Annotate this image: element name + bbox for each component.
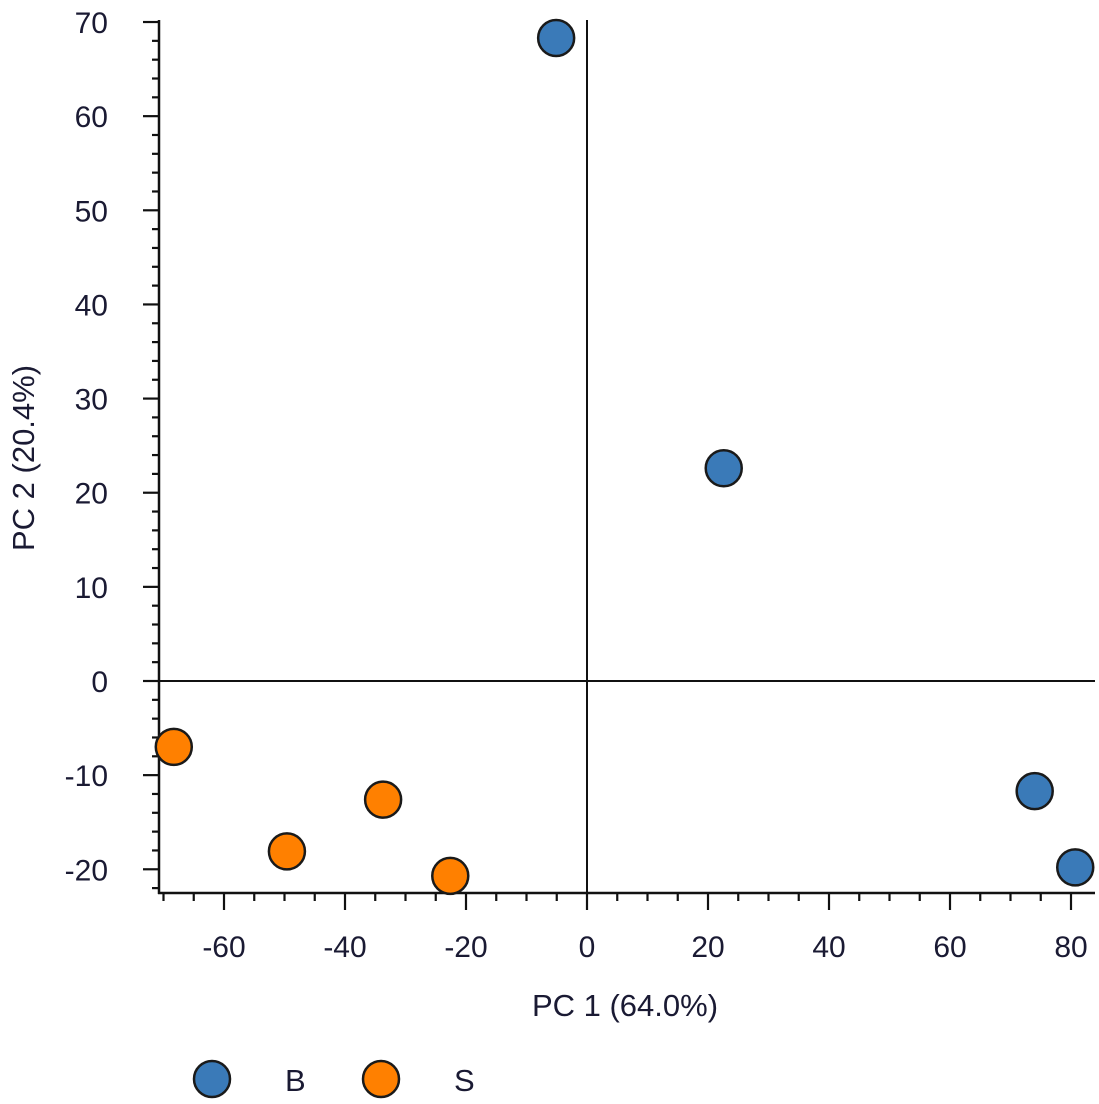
data-point-b (1055, 848, 1095, 887)
x-tick-label: 20 (691, 931, 724, 964)
legend-label-b: B (285, 1063, 306, 1098)
x-axis-title: PC 1 (64.0%) (532, 988, 718, 1023)
data-point-b (536, 18, 576, 58)
y-tick-label: 30 (75, 384, 108, 417)
data-point-b (1015, 771, 1054, 811)
y-tick-label: 60 (75, 101, 108, 134)
data-point-s (154, 727, 194, 767)
y-tick-label: 20 (75, 478, 108, 511)
legend-marker-s (361, 1059, 401, 1099)
x-tick-label: 60 (933, 931, 966, 964)
data-points (154, 18, 1095, 896)
data-point-b (704, 448, 743, 488)
legend-marker-b (192, 1059, 232, 1099)
legend-label-s: S (454, 1063, 475, 1098)
data-point-s (363, 780, 403, 819)
y-tick-label: 10 (75, 572, 108, 605)
x-tick-label: 80 (1054, 931, 1087, 964)
y-tick-label: -10 (65, 760, 108, 793)
x-tick-label: 0 (579, 931, 596, 964)
x-tick-label: 40 (812, 931, 845, 964)
y-axis-title: PC 2 (20.4%) (6, 365, 41, 551)
x-tick-label: -60 (202, 931, 245, 964)
zero-lines (144, 20, 1095, 893)
y-tick-label: 40 (75, 289, 108, 322)
x-tick-label: -20 (444, 931, 487, 964)
data-point-s (431, 856, 470, 896)
data-point-s (267, 832, 307, 871)
y-tick-label: -20 (65, 854, 108, 887)
x-tick-label: -40 (323, 931, 366, 964)
y-tick-label: 0 (91, 666, 108, 699)
y-tick-label: 70 (75, 7, 108, 40)
legend: B S (192, 1059, 475, 1099)
y-tick-label: 50 (75, 195, 108, 228)
axes: -20 -10 0 10 20 30 40 50 60 70 -60 -40 -20 0 20 40 60 80 (65, 7, 1095, 964)
